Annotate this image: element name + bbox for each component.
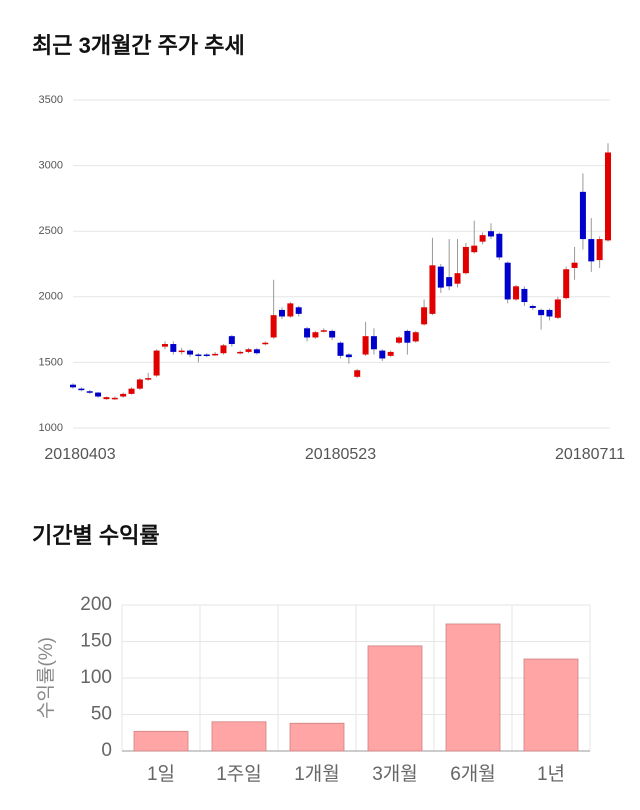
candle-body [337, 342, 344, 356]
candle-body [546, 309, 553, 317]
bar [523, 658, 579, 752]
x-tick-label: 1년 [537, 763, 565, 785]
candle-body [579, 191, 586, 240]
y-tick-label: 150 [80, 631, 112, 652]
candle-body [320, 330, 327, 332]
y-tick-label: 2000 [39, 291, 63, 303]
candle-body [312, 332, 319, 338]
candle-body [220, 345, 227, 354]
candle-body [454, 273, 461, 284]
candle-body [262, 342, 269, 345]
candle-body [287, 303, 294, 317]
candle-body [212, 353, 219, 356]
candle-body [345, 354, 352, 358]
candle-body [111, 397, 118, 400]
candle-body [270, 315, 277, 338]
candle-body [471, 245, 478, 253]
candle-body [187, 350, 194, 355]
candle-body [295, 307, 302, 314]
candle-body [95, 392, 102, 397]
candle-body [278, 309, 285, 317]
y-tick-label: 50 [91, 704, 112, 725]
bar [445, 623, 501, 752]
candle-body [362, 336, 369, 355]
candle-body [404, 330, 411, 343]
y-tick-label: 3000 [39, 160, 63, 172]
candle-body [145, 378, 152, 380]
candle-body [253, 349, 260, 354]
candle-body [370, 336, 377, 350]
x-tick-label: 3개월 [372, 763, 418, 785]
candle-body [521, 288, 528, 303]
x-tick-label: 1일 [147, 763, 175, 785]
candle-body [412, 332, 419, 342]
candle-body [446, 277, 453, 287]
x-tick-label: 6개월 [450, 763, 496, 785]
candle-body [387, 351, 394, 356]
candle-body [396, 337, 403, 343]
bar [211, 721, 267, 752]
candle-body [504, 262, 511, 300]
candle-body [538, 309, 545, 316]
candle-body [120, 393, 127, 397]
bar [367, 645, 423, 752]
candle-body [78, 388, 85, 391]
y-tick-label: 100 [80, 667, 112, 688]
candle-body [136, 379, 143, 389]
candle-body [605, 152, 611, 241]
x-tick-label: 20180711 [555, 446, 625, 463]
y-tick-label: 0 [101, 740, 112, 761]
candle-body [487, 231, 494, 237]
candle-body [479, 235, 486, 242]
candle-body [86, 391, 93, 393]
candle-body [161, 344, 168, 347]
candle-body [571, 262, 578, 268]
y-tick-label: 1500 [39, 356, 63, 368]
candle-body [70, 384, 76, 388]
candle-body [329, 330, 336, 338]
x-tick-label: 20180403 [44, 446, 115, 463]
chart-title: 기간별 수익률 [32, 523, 160, 548]
bar [289, 722, 345, 752]
candle-body [596, 239, 603, 261]
x-tick-label: 1개월 [294, 763, 340, 785]
candle-body [529, 305, 536, 308]
candle-body [128, 388, 135, 394]
candle-body [379, 350, 386, 359]
candle-body [203, 354, 210, 357]
candle-body [178, 350, 185, 353]
candle-body [245, 349, 252, 352]
candle-body [588, 239, 595, 262]
candle-body [421, 307, 428, 325]
y-tick-label: 1000 [39, 422, 63, 434]
x-tick-label: 1주일 [216, 763, 262, 785]
candle-body [429, 265, 436, 314]
bar [133, 730, 189, 752]
candle-body [554, 299, 561, 318]
candle-body [237, 351, 244, 354]
candle-body [437, 266, 444, 288]
chart-title: 최근 3개월간 주가 추세 [32, 33, 245, 58]
candle-body [228, 336, 235, 345]
y-tick-label: 200 [80, 594, 112, 615]
candle-body [195, 354, 202, 357]
x-tick-label: 20180523 [305, 446, 376, 463]
candle-body [103, 397, 110, 400]
candle-body [304, 328, 311, 338]
y-tick-label: 3500 [39, 94, 63, 106]
y-axis-label: 수익률(%) [35, 637, 57, 719]
candle-body [354, 370, 361, 377]
candle-body [462, 246, 469, 274]
y-tick-label: 2500 [39, 225, 63, 237]
candle-body [563, 269, 570, 299]
candle-body [170, 344, 177, 352]
candle-body [153, 350, 160, 376]
candle-body [513, 286, 520, 300]
candle-body [496, 233, 503, 258]
